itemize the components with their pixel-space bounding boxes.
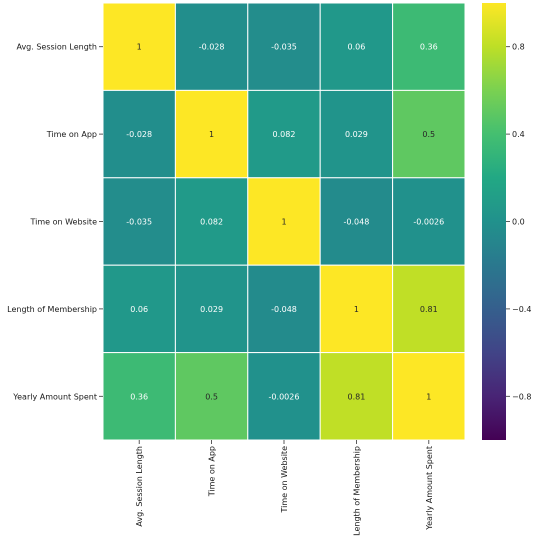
colorbar-tick-label: 0.4 <box>512 130 525 139</box>
heatmap-cells <box>102 2 466 441</box>
colorbar-tick-label: −0.8 <box>512 392 531 401</box>
cell-value-label: -0.048 <box>344 218 370 227</box>
cell-value-label: -0.028 <box>199 43 225 52</box>
cell-value-label: 1 <box>426 392 431 401</box>
x-tick-label: Yearly Amount Spent <box>425 446 434 531</box>
heatmap-cell <box>174 352 249 441</box>
heatmap-cell <box>392 177 466 266</box>
heatmap-cell <box>392 2 466 91</box>
colorbar-tick-label: 0.0 <box>512 218 525 227</box>
cell-value-label: 0.082 <box>273 130 296 139</box>
y-tick-labels: Avg. Session Length Time on App Time on We… <box>7 43 103 401</box>
heatmap-cell <box>102 352 176 441</box>
x-tick-label: Length of Membership <box>352 446 361 536</box>
cell-value-label: 0.06 <box>130 305 148 314</box>
heatmap-cell <box>247 264 321 354</box>
colorbar-tick-label: −0.4 <box>512 305 531 314</box>
cell-value-label: 1 <box>281 218 286 227</box>
cell-value-label: -0.0026 <box>269 392 300 401</box>
cell-value-label: -0.035 <box>126 218 152 227</box>
cell-value-label: 0.81 <box>420 305 438 314</box>
cell-value-label: 0.082 <box>200 218 223 227</box>
y-tick-label: Yearly Amount Spent <box>12 392 97 401</box>
x-tick-label: Avg. Session Length <box>135 446 144 527</box>
cell-value-label: 0.5 <box>205 392 218 401</box>
cell-value-label: 0.029 <box>200 305 223 314</box>
colorbar: −0.8 −0.4 0.0 0.4 0.8 <box>482 3 531 440</box>
cell-value-label: 1 <box>354 305 359 314</box>
cell-value-label: -0.048 <box>271 305 297 314</box>
cell-value-label: 0.029 <box>345 130 368 139</box>
heatmap-cell <box>102 89 176 179</box>
heatmap-cell <box>392 352 466 441</box>
cell-value-label: 0.36 <box>420 43 438 52</box>
cell-value-label: 0.5 <box>422 130 435 139</box>
colorbar-gradient <box>482 3 506 440</box>
heatmap-cell <box>247 89 321 179</box>
y-tick-label: Length of Membership <box>7 305 97 314</box>
cell-value-label: 0.36 <box>130 392 148 401</box>
y-tick-label: Avg. Session Length <box>16 43 97 52</box>
heatmap-cell <box>174 177 249 266</box>
cell-value-label: -0.035 <box>271 43 297 52</box>
cell-annotations: 1 -0.028 -0.035 0.06 0.36 -0.028 1 0.082 0.029 0.… <box>126 43 444 402</box>
x-tick-label: Time on App <box>208 446 217 497</box>
heatmap-cell <box>392 264 466 354</box>
cell-value-label: 0.06 <box>347 43 365 52</box>
y-tick-label: Time on Website <box>29 218 97 227</box>
heatmap-cell <box>319 264 394 354</box>
heatmap-cell <box>174 2 249 91</box>
y-tick-label: Time on App <box>46 130 97 139</box>
cell-value-label: 1 <box>209 130 214 139</box>
heatmap-cell <box>247 2 321 91</box>
cell-value-label: -0.028 <box>126 130 152 139</box>
heatmap-cell <box>247 177 321 266</box>
heatmap-cell <box>102 2 176 91</box>
cell-value-label: 0.81 <box>347 392 365 401</box>
heatmap-cell <box>247 352 321 441</box>
cell-value-label: 1 <box>137 43 142 52</box>
heatmap-cell <box>319 2 394 91</box>
heatmap-cell <box>174 264 249 354</box>
colorbar-tick-label: 0.8 <box>512 43 525 52</box>
cell-value-label: -0.0026 <box>413 218 444 227</box>
heatmap-cell <box>319 177 394 266</box>
x-tick-label: Time on Website <box>280 446 289 514</box>
x-tick-labels: Avg. Session Length Time on App Time on We… <box>135 440 434 536</box>
heatmap-cell <box>392 89 466 179</box>
